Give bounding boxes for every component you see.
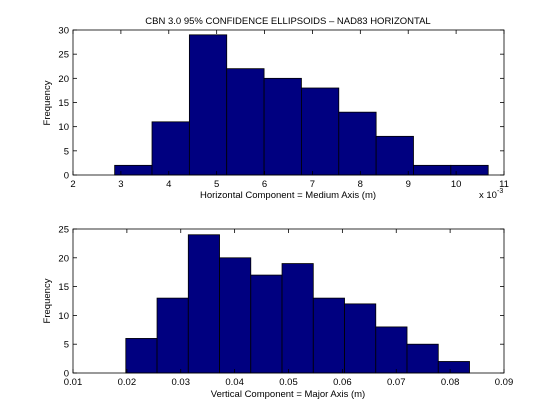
- x-tick-label: 0.01: [64, 377, 83, 388]
- y-tick-label: 0: [64, 171, 69, 182]
- x-tick-label: 4: [166, 179, 171, 190]
- bar-v-7: [344, 303, 377, 374]
- bar-h-0: [114, 164, 153, 176]
- y-axis-label-vertical: Frequency: [42, 278, 53, 323]
- y-tick-label: 25: [58, 50, 69, 61]
- y-tick-label: 30: [58, 26, 69, 37]
- bar-v-8: [375, 326, 408, 374]
- bar-h-6: [338, 111, 377, 176]
- x-axis-label-horizontal: Horizontal Component = Medium Axis (m): [200, 190, 376, 201]
- bar-v-9: [406, 343, 439, 374]
- y-axis-label-horizontal: Frequency: [42, 80, 53, 125]
- x-tick-label: 0.04: [225, 377, 244, 388]
- histogram-horizontal: 2 3 4 5 6 7 8 9 10 11 0 5 10 15 20 25 30: [58, 26, 509, 191]
- x-tick-label: 0.06: [333, 377, 352, 388]
- bar-h-1: [151, 121, 190, 176]
- x-tick-label: 10: [451, 179, 462, 190]
- x-tick-label: 0.02: [118, 377, 137, 388]
- bar-h-3: [226, 68, 265, 176]
- y-tick-label: 5: [64, 146, 69, 157]
- bar-h-5: [301, 87, 340, 176]
- y-tick-label: 0: [64, 369, 69, 380]
- x-tick-label: 0.05: [279, 377, 298, 388]
- y-tick-label: 15: [58, 98, 69, 109]
- y-tick-label: 20: [58, 253, 69, 264]
- x-tick-label: 0.03: [172, 377, 191, 388]
- x-exponent-base: x 10: [479, 190, 497, 201]
- x-tick-label: 9: [406, 179, 411, 190]
- x-tick-label: 5: [214, 179, 219, 190]
- y-tick-label: 5: [64, 340, 69, 351]
- x-exponent-power: -3: [497, 188, 503, 195]
- x-tick-label: 0.07: [387, 377, 406, 388]
- bar-v-3: [219, 257, 252, 374]
- x-tick-label: 0.08: [441, 377, 460, 388]
- bar-v-6: [312, 297, 345, 374]
- bar-v-2: [187, 234, 220, 374]
- bar-h-7: [375, 135, 414, 176]
- bar-h-8: [413, 164, 452, 176]
- x-axis-label-vertical: Vertical Component = Major Axis (m): [211, 389, 365, 400]
- y-tick-label: 10: [58, 311, 69, 322]
- x-tick-label: 6: [262, 179, 267, 190]
- y-tick-label: 10: [58, 122, 69, 133]
- x-tick-label: 3: [118, 179, 123, 190]
- x-tick-label: 7: [310, 179, 315, 190]
- x-axis-exponent: x 10 -3: [479, 188, 503, 201]
- x-tick-label: 0.09: [495, 377, 514, 388]
- y-tick-label: 15: [58, 282, 69, 293]
- bar-v-0: [125, 338, 158, 374]
- x-tick-label: 11: [499, 179, 509, 190]
- histogram-vertical: 0.01 0.02 0.03 0.04 0.05 0.06 0.07 0.08 0.09 0 5 10…: [58, 225, 513, 389]
- bar-h-2: [188, 34, 228, 176]
- bar-v-4: [250, 274, 283, 374]
- x-tick-label: 2: [70, 179, 75, 190]
- bar-h-4: [263, 77, 302, 176]
- bar-v-5: [281, 263, 314, 374]
- chart-title: CBN 3.0 95% CONFIDENCE ELLIPSOIDS – NAD8…: [145, 16, 430, 27]
- y-tick-label: 20: [58, 74, 69, 85]
- y-tick-label: 25: [58, 225, 69, 236]
- x-tick-label: 8: [358, 179, 363, 190]
- bar-v-1: [156, 297, 189, 374]
- bar-v-10: [437, 361, 470, 374]
